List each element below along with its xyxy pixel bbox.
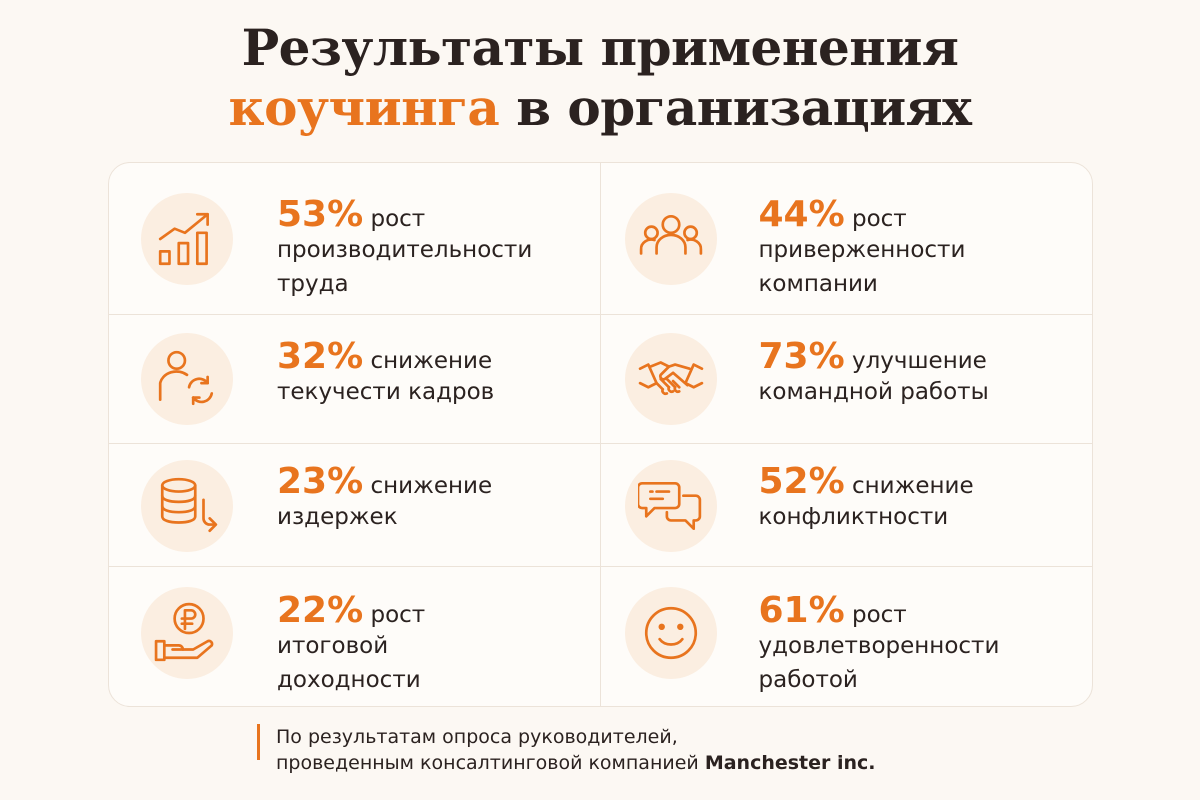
stat-line: издержек: [277, 504, 398, 530]
stat-lead: снижение: [851, 473, 974, 499]
stat-percent: 61%: [758, 590, 845, 631]
ruble-hand-icon: [141, 587, 233, 679]
page-title: Результаты применения коучинга в организ…: [0, 18, 1200, 138]
stat-percent: 73%: [758, 336, 845, 377]
stat-line: доходности: [277, 667, 421, 693]
title-accent-word: коучинга: [228, 78, 500, 137]
stat-text: 32% снижение текучести кадров: [277, 339, 494, 409]
title-line-1: Результаты применения: [241, 18, 959, 77]
stat-line: производительности: [277, 237, 533, 263]
stats-card: 53% рост производительности труда 44% ро…: [108, 162, 1093, 707]
stat-line: труда: [277, 271, 349, 297]
stat-cell: 73% улучшение командной работы: [600, 315, 1092, 444]
growth-chart-icon: [141, 193, 233, 285]
stat-line: итоговой: [277, 633, 389, 659]
stat-lead: рост: [851, 602, 907, 628]
stat-text: 44% рост приверженности компании: [759, 197, 966, 301]
stat-line: конфликтности: [758, 504, 949, 530]
stat-lead: снижение: [370, 473, 493, 499]
stat-lead: рост: [370, 206, 426, 232]
source-footnote: По результатам опроса руководителей, про…: [276, 724, 876, 776]
team-people-icon: [624, 193, 717, 285]
person-rotate-icon: [141, 333, 233, 425]
stat-cell: 61% рост удовлетворенности работой: [601, 567, 1093, 706]
stat-line: командной работы: [758, 379, 989, 405]
stat-percent: 23%: [277, 461, 364, 502]
footnote-company: Manchester inc.: [704, 752, 876, 774]
stat-lead: рост: [851, 206, 907, 232]
footnote-line-1: По результатам опроса руководителей,: [276, 726, 678, 748]
title-line-2-rest: в организациях: [516, 78, 972, 137]
stat-cell: 23% снижение издержек: [109, 444, 601, 567]
smile-icon: [624, 587, 717, 679]
stat-text: 73% улучшение командной работы: [759, 339, 989, 409]
stat-line: удовлетворенности: [758, 633, 1000, 659]
coins-down-icon: [141, 460, 233, 552]
stat-line: приверженности: [758, 237, 966, 263]
footnote-accent-bar: [257, 724, 260, 760]
stat-text: 23% снижение издержек: [277, 464, 492, 534]
stat-percent: 53%: [277, 194, 364, 235]
stat-lead: рост: [370, 602, 426, 628]
handshake-icon: [624, 333, 717, 425]
stat-percent: 32%: [277, 336, 364, 377]
stat-text: 22% рост итоговой доходности: [277, 593, 425, 697]
stat-text: 61% рост удовлетворенности работой: [759, 593, 1000, 697]
stat-percent: 52%: [758, 461, 845, 502]
stat-percent: 22%: [277, 590, 364, 631]
stat-percent: 44%: [758, 194, 845, 235]
stat-lead: снижение: [370, 348, 493, 374]
stat-text: 52% снижение конфликтности: [759, 464, 974, 534]
stat-cell: 52% снижение конфликтности: [600, 444, 1092, 567]
footnote-line-2: проведенным консалтинговой компанией: [276, 752, 699, 774]
chat-bubbles-icon: [624, 460, 717, 552]
stat-line: работой: [758, 667, 858, 693]
stat-cell: 22% рост итоговой доходности: [109, 567, 601, 706]
stat-line: текучести кадров: [277, 379, 495, 405]
stat-text: 53% рост производительности труда: [277, 197, 532, 301]
stat-cell: 53% рост производительности труда: [109, 163, 601, 315]
stat-cell: 32% снижение текучести кадров: [109, 315, 601, 444]
stat-lead: улучшение: [851, 348, 987, 374]
stat-cell: 44% рост приверженности компании: [600, 163, 1092, 315]
stat-line: компании: [758, 271, 878, 297]
